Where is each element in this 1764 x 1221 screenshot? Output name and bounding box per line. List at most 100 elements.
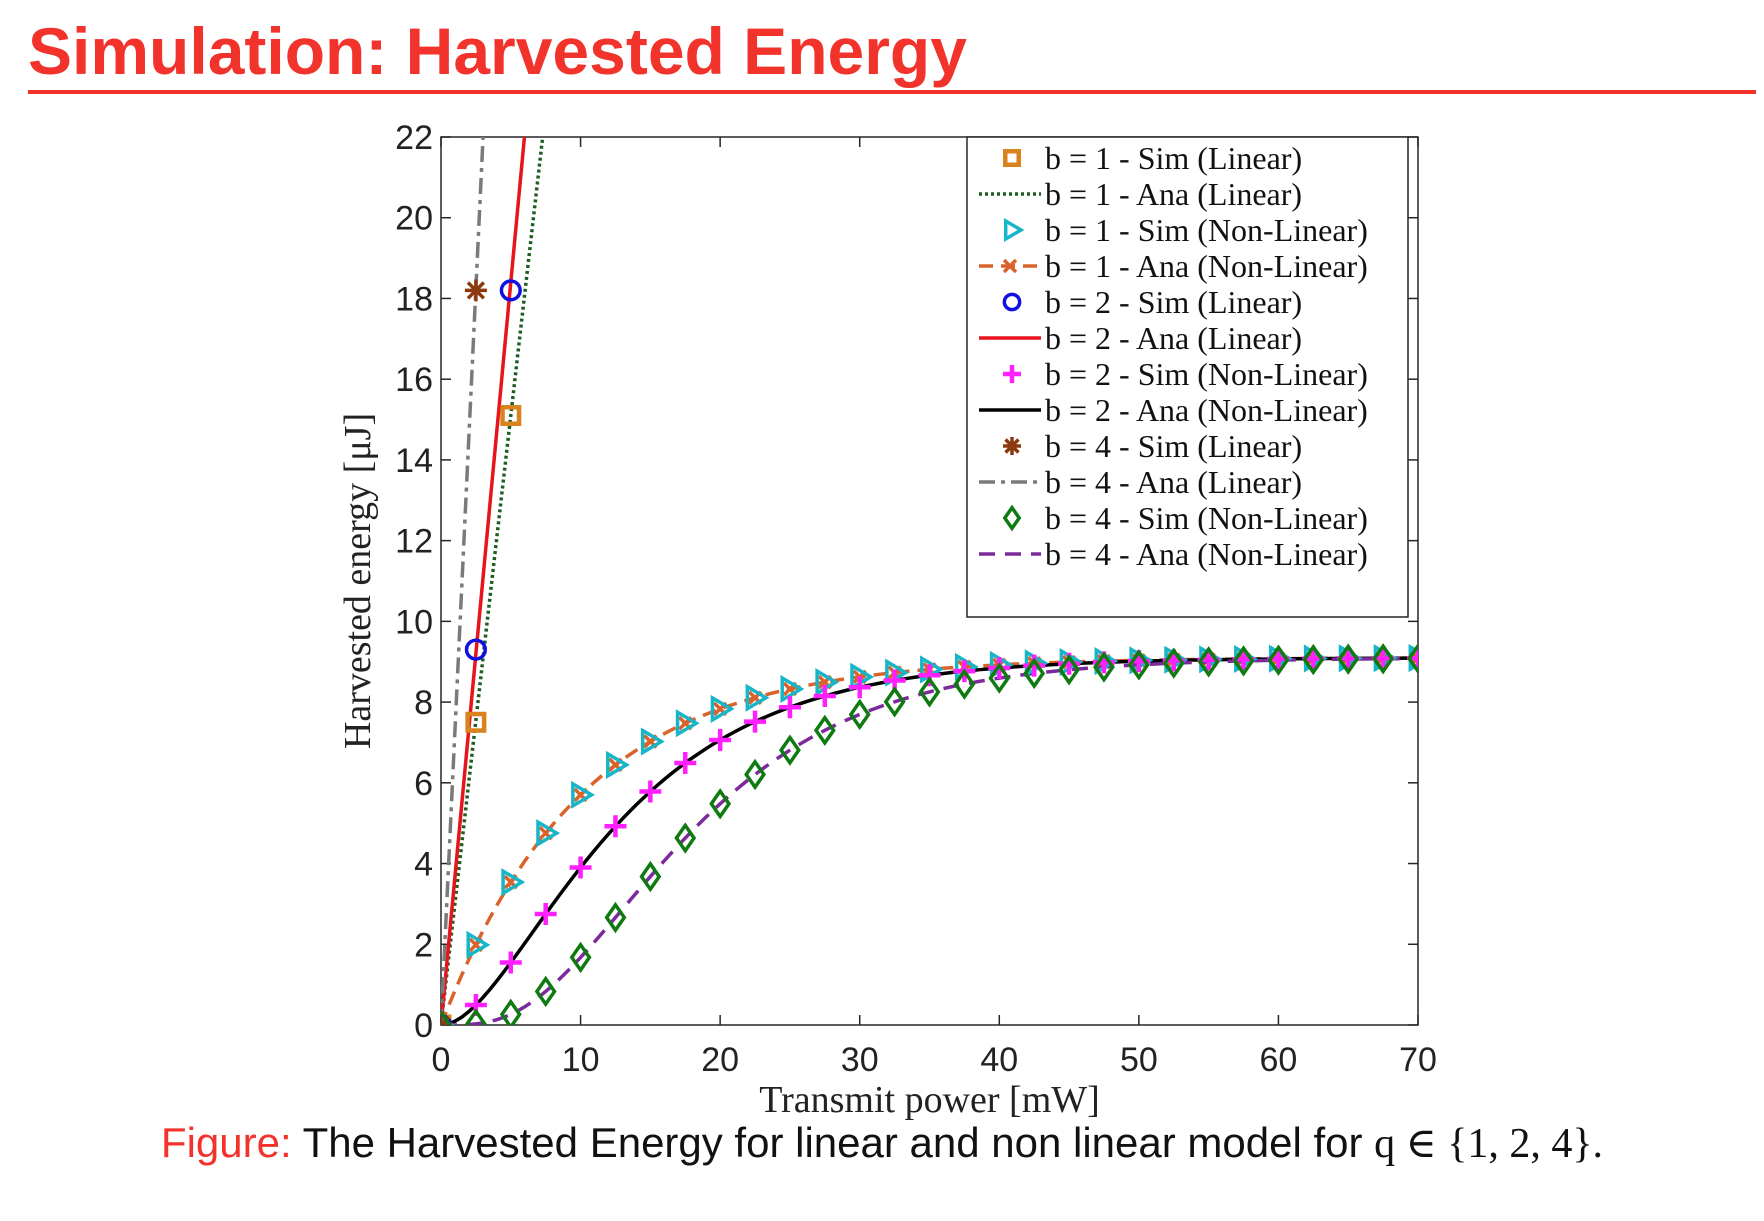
legend-entry: b = 1 - Sim (Non-Linear)	[1003, 212, 1368, 248]
y-tick-label: 22	[395, 119, 433, 157]
plot-area	[441, 137, 1418, 1025]
legend-label: b = 4 - Sim (Linear)	[1045, 428, 1302, 464]
marker-diamond	[1093, 651, 1115, 683]
legend-label: b = 2 - Sim (Linear)	[1045, 284, 1302, 320]
marker-circle	[1002, 292, 1022, 312]
marker-diamond	[709, 788, 732, 820]
legend-label: b = 4 - Ana (Non-Linear)	[1045, 536, 1368, 572]
marker-plus	[744, 710, 767, 733]
legend-label: b = 1 - Ana (Non-Linear)	[1045, 248, 1368, 284]
marker-plus	[848, 676, 871, 699]
series-11	[441, 642, 1418, 1025]
marker-diamond	[569, 941, 592, 974]
marker-asterisk	[464, 279, 487, 302]
legend-box	[966, 136, 1409, 618]
legend-entry: b = 4 - Ana (Non-Linear)	[979, 536, 1368, 572]
marker-triangle-right	[745, 683, 770, 712]
legend-entry: b = 4 - Sim (Non-Linear)	[1002, 500, 1368, 536]
marker-diamond	[1302, 643, 1325, 676]
legend-entry: b = 4 - Ana (Linear)	[979, 464, 1302, 500]
marker-triangle-right	[640, 727, 665, 756]
marker-diamond	[1232, 645, 1255, 677]
marker-square	[1003, 149, 1021, 167]
title-underline	[28, 90, 1756, 94]
marker-triangle-right	[501, 868, 526, 897]
marker-diamond	[534, 975, 557, 1008]
legend-entry: b = 1 - Sim (Linear)	[1003, 140, 1302, 176]
marker-plus	[674, 751, 697, 774]
marker-diamond	[499, 998, 522, 1025]
series-9	[441, 279, 487, 1025]
legend-entry: b = 2 - Ana (Linear)	[979, 320, 1302, 356]
marker-diamond	[1023, 657, 1046, 690]
x-tick-label: 70	[1399, 1041, 1437, 1079]
x-axis-label: Transmit power [mW]	[759, 1079, 1100, 1121]
marker-diamond	[1127, 649, 1150, 681]
marker-triangle-right	[606, 750, 630, 779]
marker-circle	[464, 638, 487, 661]
marker-triangle-right	[466, 930, 491, 959]
legend-entry: b = 1 - Ana (Non-Linear)	[979, 248, 1368, 284]
legend-label: b = 4 - Ana (Linear)	[1045, 464, 1302, 500]
figure-caption: Figure: The Harvested Energy for linear …	[0, 1118, 1764, 1168]
y-tick-label: 12	[395, 523, 433, 561]
y-tick-label: 16	[395, 361, 433, 399]
marker-square	[465, 711, 487, 733]
legend-label: b = 2 - Ana (Non-Linear)	[1045, 392, 1368, 428]
marker-diamond	[848, 698, 871, 731]
y-tick-label: 6	[414, 765, 433, 803]
marker-diamond	[918, 676, 941, 708]
legend-entry: b = 1 - Ana (Linear)	[979, 176, 1302, 212]
series-line	[441, 656, 1418, 1025]
marker-triangle-right	[571, 780, 596, 809]
marker-diamond	[1267, 644, 1290, 676]
legend: b = 1 - Sim (Linear)b = 1 - Ana (Linear)…	[966, 136, 1409, 618]
marker-plus	[813, 685, 836, 708]
marker-plus	[918, 664, 941, 687]
marker-diamond	[604, 901, 627, 934]
marker-diamond	[953, 668, 976, 700]
x-tick-label: 30	[841, 1041, 879, 1079]
marker-diamond	[1407, 642, 1418, 675]
series-5	[441, 279, 522, 1025]
marker-asterisk	[1003, 437, 1021, 455]
marker-triangle-right	[536, 819, 561, 848]
legend-label: b = 2 - Sim (Non-Linear)	[1045, 356, 1368, 392]
marker-diamond	[778, 734, 801, 766]
marker-diamond	[674, 822, 697, 854]
marker-diamond	[1337, 643, 1360, 675]
x-tick-label: 40	[980, 1041, 1018, 1079]
legend-entry: b = 2 - Ana (Non-Linear)	[979, 392, 1368, 428]
y-tick-label: 20	[395, 200, 433, 238]
legend-entry: b = 4 - Sim (Linear)	[1003, 428, 1302, 464]
marker-diamond	[813, 714, 836, 747]
marker-diamond	[441, 1009, 452, 1025]
marker-plus	[639, 780, 662, 803]
x-tick-label: 10	[562, 1041, 600, 1079]
marker-triangle-right	[710, 694, 735, 723]
marker-triangle-right	[780, 674, 805, 704]
x-tick-label: 20	[701, 1041, 739, 1079]
marker-diamond	[464, 1008, 487, 1025]
caption-math: q ∈ {1, 2, 4}.	[1374, 1121, 1604, 1167]
marker-plus	[499, 951, 522, 974]
legend-label: b = 2 - Ana (Linear)	[1045, 320, 1302, 356]
x-tick-label: 0	[432, 1041, 451, 1079]
caption-label: Figure:	[160, 1119, 292, 1166]
marker-plus	[604, 815, 627, 838]
y-tick-label: 10	[395, 603, 433, 641]
legend-entry: b = 2 - Sim (Non-Linear)	[1003, 356, 1368, 392]
x-tick-label: 60	[1260, 1041, 1298, 1079]
marker-circle	[499, 279, 522, 302]
legend-label: b = 4 - Sim (Non-Linear)	[1045, 500, 1368, 536]
y-axis-label: Harvested energy [μJ]	[337, 413, 379, 749]
series-1	[441, 405, 522, 1025]
legend-label: b = 1 - Sim (Non-Linear)	[1045, 212, 1368, 248]
marker-diamond	[1058, 654, 1081, 686]
marker-diamond	[1197, 646, 1220, 678]
marker-diamond	[639, 860, 662, 893]
marker-plus	[1003, 365, 1021, 383]
marker-plus	[709, 728, 732, 751]
slide-title: Simulation: Harvested Energy	[28, 14, 967, 88]
